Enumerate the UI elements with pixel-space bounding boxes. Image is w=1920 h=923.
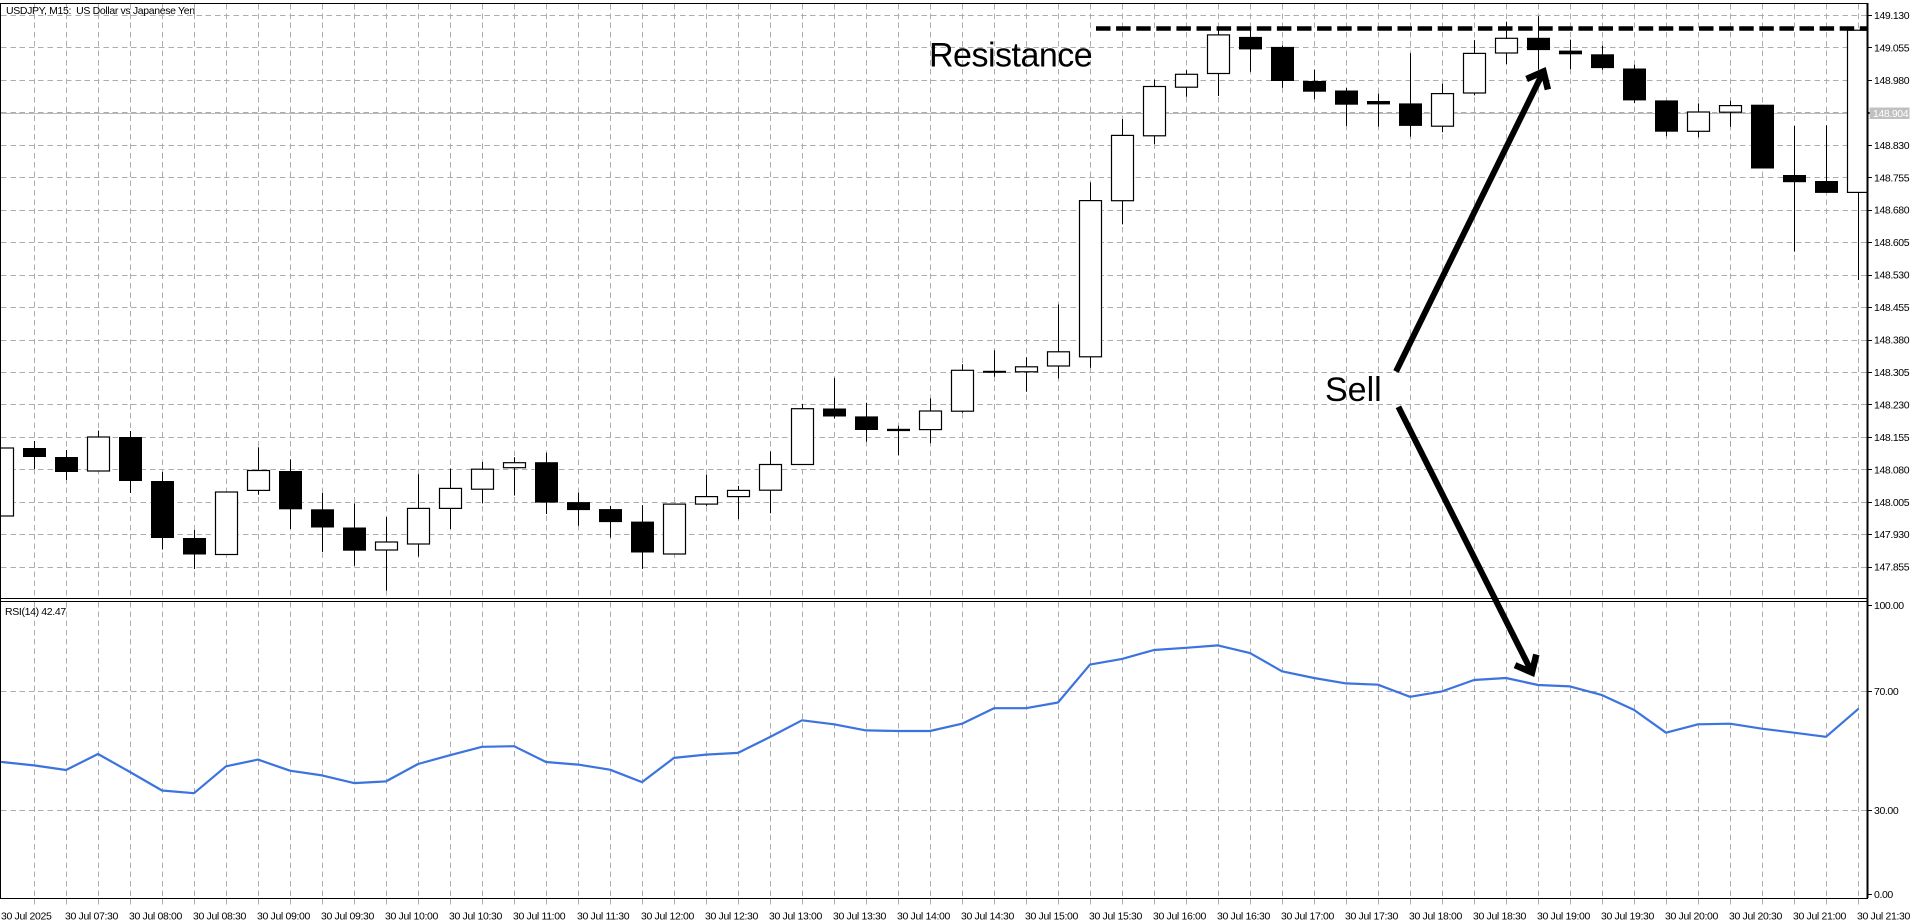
svg-text:30 Jul 09:00: 30 Jul 09:00 — [257, 911, 311, 923]
svg-text:30.00: 30.00 — [1874, 805, 1899, 817]
svg-text:30 Jul 08:00: 30 Jul 08:00 — [129, 911, 183, 923]
svg-text:148.305: 148.305 — [1874, 367, 1910, 379]
svg-text:Resistance: Resistance — [929, 37, 1092, 75]
svg-text:147.930: 147.930 — [1874, 529, 1910, 541]
svg-text:147.855: 147.855 — [1874, 562, 1910, 574]
svg-text:148.080: 148.080 — [1874, 464, 1910, 476]
svg-text:148.830: 148.830 — [1874, 140, 1910, 152]
svg-text:148.380: 148.380 — [1874, 335, 1910, 347]
svg-text:149.130: 149.130 — [1874, 10, 1910, 22]
svg-text:30 Jul 18:30: 30 Jul 18:30 — [1473, 911, 1527, 923]
svg-text:RSI(14) 42.47: RSI(14) 42.47 — [5, 606, 66, 618]
svg-text:148.755: 148.755 — [1874, 172, 1910, 184]
svg-text:149.055: 149.055 — [1874, 42, 1910, 54]
svg-text:148.530: 148.530 — [1874, 270, 1910, 282]
svg-text:148.005: 148.005 — [1874, 497, 1910, 509]
svg-text:30 Jul 21:00: 30 Jul 21:00 — [1793, 911, 1847, 923]
svg-text:Sell: Sell — [1325, 371, 1382, 409]
svg-text:30 Jul 12:00: 30 Jul 12:00 — [641, 911, 695, 923]
svg-text:30 Jul 14:30: 30 Jul 14:30 — [961, 911, 1015, 923]
svg-text:USDJPY, M15: US Dollar vs Jap: USDJPY, M15: US Dollar vs Japanese Yen — [6, 5, 195, 17]
svg-text:30 Jul 2025: 30 Jul 2025 — [1, 911, 52, 923]
svg-text:30 Jul 12:30: 30 Jul 12:30 — [705, 911, 759, 923]
svg-text:148.605: 148.605 — [1874, 237, 1910, 249]
svg-text:30 Jul 20:30: 30 Jul 20:30 — [1729, 911, 1783, 923]
svg-text:30 Jul 10:30: 30 Jul 10:30 — [449, 911, 503, 923]
svg-text:30 Jul 18:00: 30 Jul 18:00 — [1409, 911, 1463, 923]
svg-text:30 Jul 15:30: 30 Jul 15:30 — [1089, 911, 1143, 923]
svg-text:0.00: 0.00 — [1874, 889, 1893, 901]
svg-text:30 Jul 10:00: 30 Jul 10:00 — [385, 911, 439, 923]
svg-text:30 Jul 14:00: 30 Jul 14:00 — [897, 911, 951, 923]
svg-text:30 Jul 17:30: 30 Jul 17:30 — [1345, 911, 1399, 923]
svg-text:148.680: 148.680 — [1874, 205, 1910, 217]
svg-text:148.455: 148.455 — [1874, 302, 1910, 314]
svg-text:30 Jul 13:30: 30 Jul 13:30 — [833, 911, 887, 923]
svg-text:148.230: 148.230 — [1874, 399, 1910, 411]
svg-text:30 Jul 21:30: 30 Jul 21:30 — [1857, 911, 1911, 923]
svg-text:30 Jul 13:00: 30 Jul 13:00 — [769, 911, 823, 923]
svg-text:148.904: 148.904 — [1873, 108, 1909, 120]
svg-text:148.155: 148.155 — [1874, 432, 1910, 444]
svg-text:30 Jul 11:30: 30 Jul 11:30 — [577, 911, 630, 923]
svg-text:30 Jul 19:00: 30 Jul 19:00 — [1537, 911, 1591, 923]
svg-text:30 Jul 19:30: 30 Jul 19:30 — [1601, 911, 1655, 923]
svg-text:30 Jul 11:00: 30 Jul 11:00 — [513, 911, 566, 923]
svg-text:70.00: 70.00 — [1874, 686, 1899, 698]
svg-text:30 Jul 08:30: 30 Jul 08:30 — [193, 911, 247, 923]
svg-text:30 Jul 16:30: 30 Jul 16:30 — [1217, 911, 1271, 923]
svg-text:30 Jul 15:00: 30 Jul 15:00 — [1025, 911, 1079, 923]
svg-text:30 Jul 17:00: 30 Jul 17:00 — [1281, 911, 1335, 923]
svg-text:30 Jul 07:30: 30 Jul 07:30 — [65, 911, 119, 923]
svg-text:30 Jul 20:00: 30 Jul 20:00 — [1665, 911, 1719, 923]
svg-text:30 Jul 16:00: 30 Jul 16:00 — [1153, 911, 1207, 923]
svg-text:30 Jul 09:30: 30 Jul 09:30 — [321, 911, 375, 923]
svg-text:100.00: 100.00 — [1874, 600, 1904, 612]
svg-text:148.980: 148.980 — [1874, 75, 1910, 87]
